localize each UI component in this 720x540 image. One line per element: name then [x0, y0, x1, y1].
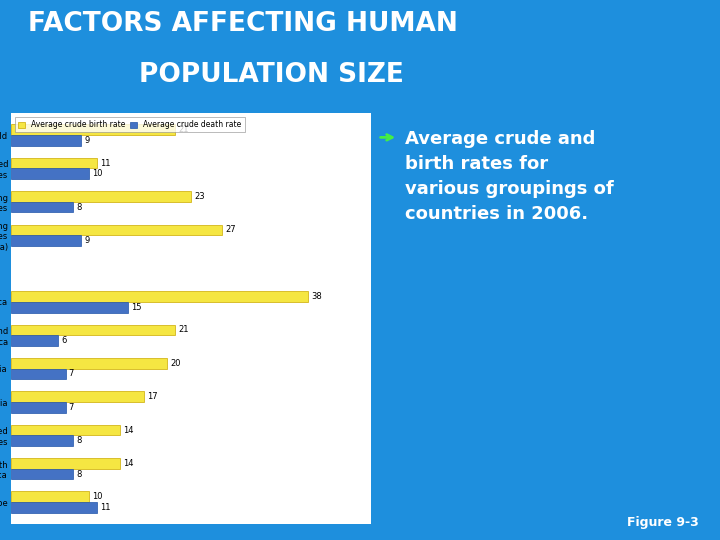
Text: 23: 23 — [194, 192, 204, 201]
Text: FACTORS AFFECTING HUMAN: FACTORS AFFECTING HUMAN — [28, 10, 458, 37]
Bar — [11, 402, 66, 413]
Text: 7: 7 — [68, 403, 74, 412]
Bar — [11, 225, 222, 235]
Text: 8: 8 — [76, 470, 82, 478]
Bar — [11, 335, 58, 346]
Text: 14: 14 — [124, 459, 134, 468]
Legend: Average crude birth rate, Average crude death rate: Average crude birth rate, Average crude … — [14, 117, 245, 132]
Bar — [11, 469, 73, 480]
Text: 8: 8 — [76, 202, 82, 212]
Bar — [11, 502, 97, 513]
Bar — [11, 458, 120, 469]
Bar — [11, 158, 97, 168]
Text: 15: 15 — [131, 303, 142, 312]
Bar — [11, 202, 73, 213]
Text: 27: 27 — [225, 225, 236, 234]
Text: Average crude and
birth rates for
various groupings of
countries in 2006.: Average crude and birth rates for variou… — [405, 131, 613, 224]
Text: 8: 8 — [76, 436, 82, 445]
Text: 11: 11 — [100, 503, 110, 512]
Bar — [11, 135, 81, 146]
Text: 6: 6 — [61, 336, 66, 345]
Bar — [11, 491, 89, 502]
Bar — [11, 291, 308, 302]
Bar — [11, 369, 66, 379]
Bar — [11, 325, 175, 335]
Text: 20: 20 — [171, 359, 181, 368]
Bar — [11, 302, 128, 313]
Text: 9: 9 — [84, 236, 89, 245]
Text: 7: 7 — [68, 369, 74, 379]
Text: 11: 11 — [100, 159, 110, 167]
Text: 9: 9 — [84, 136, 89, 145]
Bar — [11, 435, 73, 446]
Text: 21: 21 — [179, 326, 189, 334]
Bar — [11, 191, 191, 202]
Bar — [11, 358, 167, 369]
Bar — [11, 424, 120, 435]
Text: 10: 10 — [92, 492, 103, 501]
Text: 38: 38 — [311, 292, 322, 301]
Bar — [11, 168, 89, 179]
Text: 17: 17 — [147, 392, 158, 401]
Text: 14: 14 — [124, 426, 134, 435]
Text: 21: 21 — [179, 125, 189, 134]
Text: 10: 10 — [92, 170, 103, 178]
Bar — [11, 124, 175, 135]
Bar — [11, 392, 144, 402]
Text: POPULATION SIZE: POPULATION SIZE — [139, 62, 404, 88]
Text: Figure 9-3: Figure 9-3 — [626, 516, 698, 529]
Bar — [11, 235, 81, 246]
